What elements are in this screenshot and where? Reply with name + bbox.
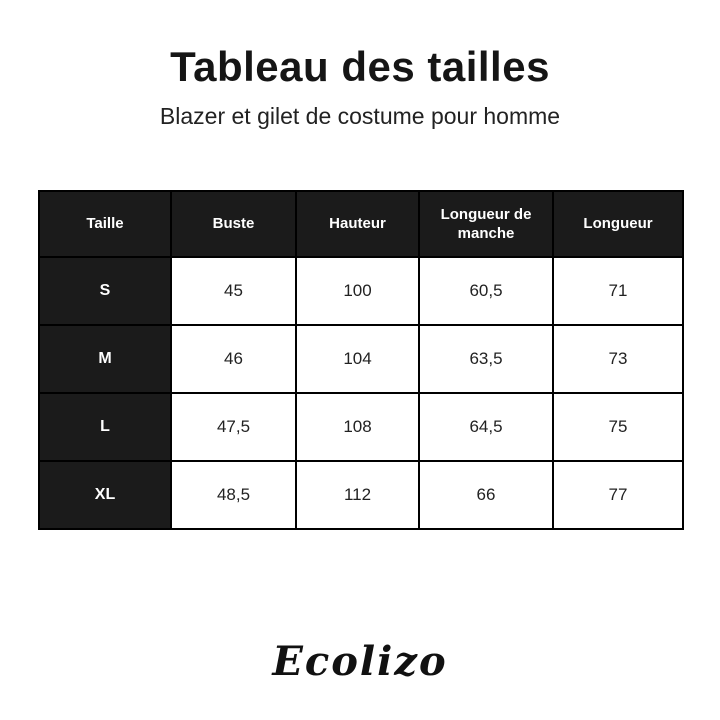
cell-s-manche: 60,5 xyxy=(418,256,554,326)
cell-xl-manche: 66 xyxy=(418,460,554,530)
size-label-s: S xyxy=(38,256,172,326)
cell-m-manche: 63,5 xyxy=(418,324,554,394)
cell-m-longueur: 73 xyxy=(552,324,684,394)
cell-l-manche: 64,5 xyxy=(418,392,554,462)
column-header-longueur: Longueur xyxy=(552,190,684,258)
page-title: Tableau des tailles xyxy=(170,43,550,90)
column-header-hauteur: Hauteur xyxy=(295,190,420,258)
cell-xl-hauteur: 112 xyxy=(295,460,420,530)
size-table: Taille Buste Hauteur Longueur de manche … xyxy=(38,190,684,530)
brand-logo: Ecolizo xyxy=(272,638,448,685)
size-label-xl: XL xyxy=(38,460,172,530)
size-label-m: M xyxy=(38,324,172,394)
cell-l-longueur: 75 xyxy=(552,392,684,462)
column-header-buste: Buste xyxy=(170,190,297,258)
cell-l-buste: 47,5 xyxy=(170,392,297,462)
cell-m-buste: 46 xyxy=(170,324,297,394)
table-row-l: L 47,5 108 64,5 75 xyxy=(38,392,684,462)
size-table-header: Taille Buste Hauteur Longueur de manche … xyxy=(38,190,684,258)
cell-xl-longueur: 77 xyxy=(552,460,684,530)
size-label-l: L xyxy=(38,392,172,462)
column-header-taille: Taille xyxy=(38,190,172,258)
cell-s-buste: 45 xyxy=(170,256,297,326)
cell-s-hauteur: 100 xyxy=(295,256,420,326)
cell-xl-buste: 48,5 xyxy=(170,460,297,530)
cell-s-longueur: 71 xyxy=(552,256,684,326)
table-row-xl: XL 48,5 112 66 77 xyxy=(38,460,684,530)
table-row-s: S 45 100 60,5 71 xyxy=(38,256,684,326)
cell-l-hauteur: 108 xyxy=(295,392,420,462)
size-table-body: S 45 100 60,5 71 M 46 104 63,5 73 L 47,5… xyxy=(38,256,684,530)
header-row: Taille Buste Hauteur Longueur de manche … xyxy=(38,190,684,258)
column-header-longueur-de-manche: Longueur de manche xyxy=(418,190,554,258)
cell-m-hauteur: 104 xyxy=(295,324,420,394)
header-block: Tableau des tailles Blazer et gilet de c… xyxy=(0,0,720,134)
size-table-container: Taille Buste Hauteur Longueur de manche … xyxy=(38,190,684,530)
table-row-m: M 46 104 63,5 73 xyxy=(38,324,684,394)
page-subtitle: Blazer et gilet de costume pour homme xyxy=(159,103,561,130)
